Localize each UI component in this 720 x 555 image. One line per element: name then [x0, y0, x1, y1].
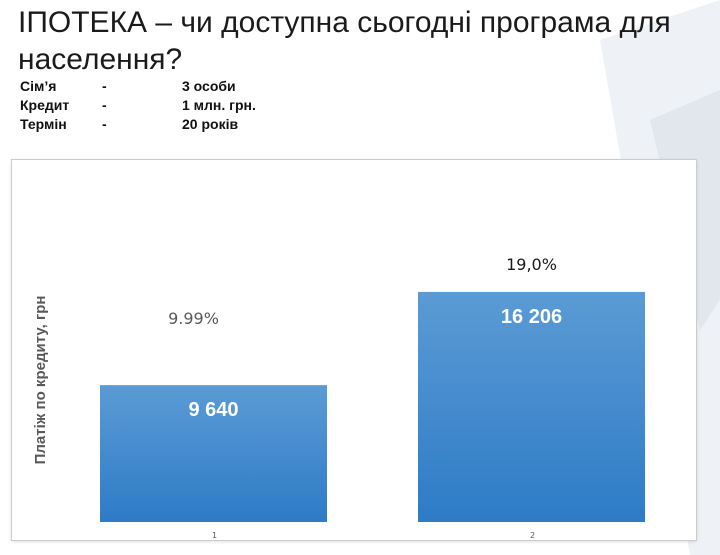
x-tick-label-2: 2	[530, 531, 535, 540]
parameter-dash: -	[102, 78, 107, 94]
parameter-value: 3 особи	[182, 78, 236, 94]
chart-frame: Платіж по кредиту, грн 9 640 9.99% 1 16 206 1…	[12, 160, 696, 540]
parameter-value: 1 млн. грн.	[182, 97, 256, 113]
parameter-label: Термін	[20, 116, 67, 132]
y-axis-title: Платіж по кредиту, грн	[32, 296, 49, 465]
bar-1	[100, 385, 327, 522]
parameter-label: Кредит	[20, 97, 70, 113]
bar-2	[418, 291, 645, 522]
rate-label-2: 19,0%	[506, 255, 557, 274]
parameter-value: 20 років	[182, 116, 239, 132]
parameter-label: Сім’я	[20, 78, 57, 94]
rate-label-1: 9.99%	[168, 309, 219, 328]
x-tick-label-1: 1	[212, 531, 217, 540]
data-label-2: 16 206	[501, 306, 562, 328]
bar-chart: Платіж по кредиту, грн 9 640 9.99% 1 16 206 1…	[32, 255, 645, 540]
data-label-1: 9 640	[188, 399, 238, 421]
parameter-dash: -	[102, 116, 107, 132]
slide-title: ІПОТЕКА – чи доступна сьогодні програма …	[18, 6, 671, 76]
parameter-dash: -	[102, 97, 107, 113]
